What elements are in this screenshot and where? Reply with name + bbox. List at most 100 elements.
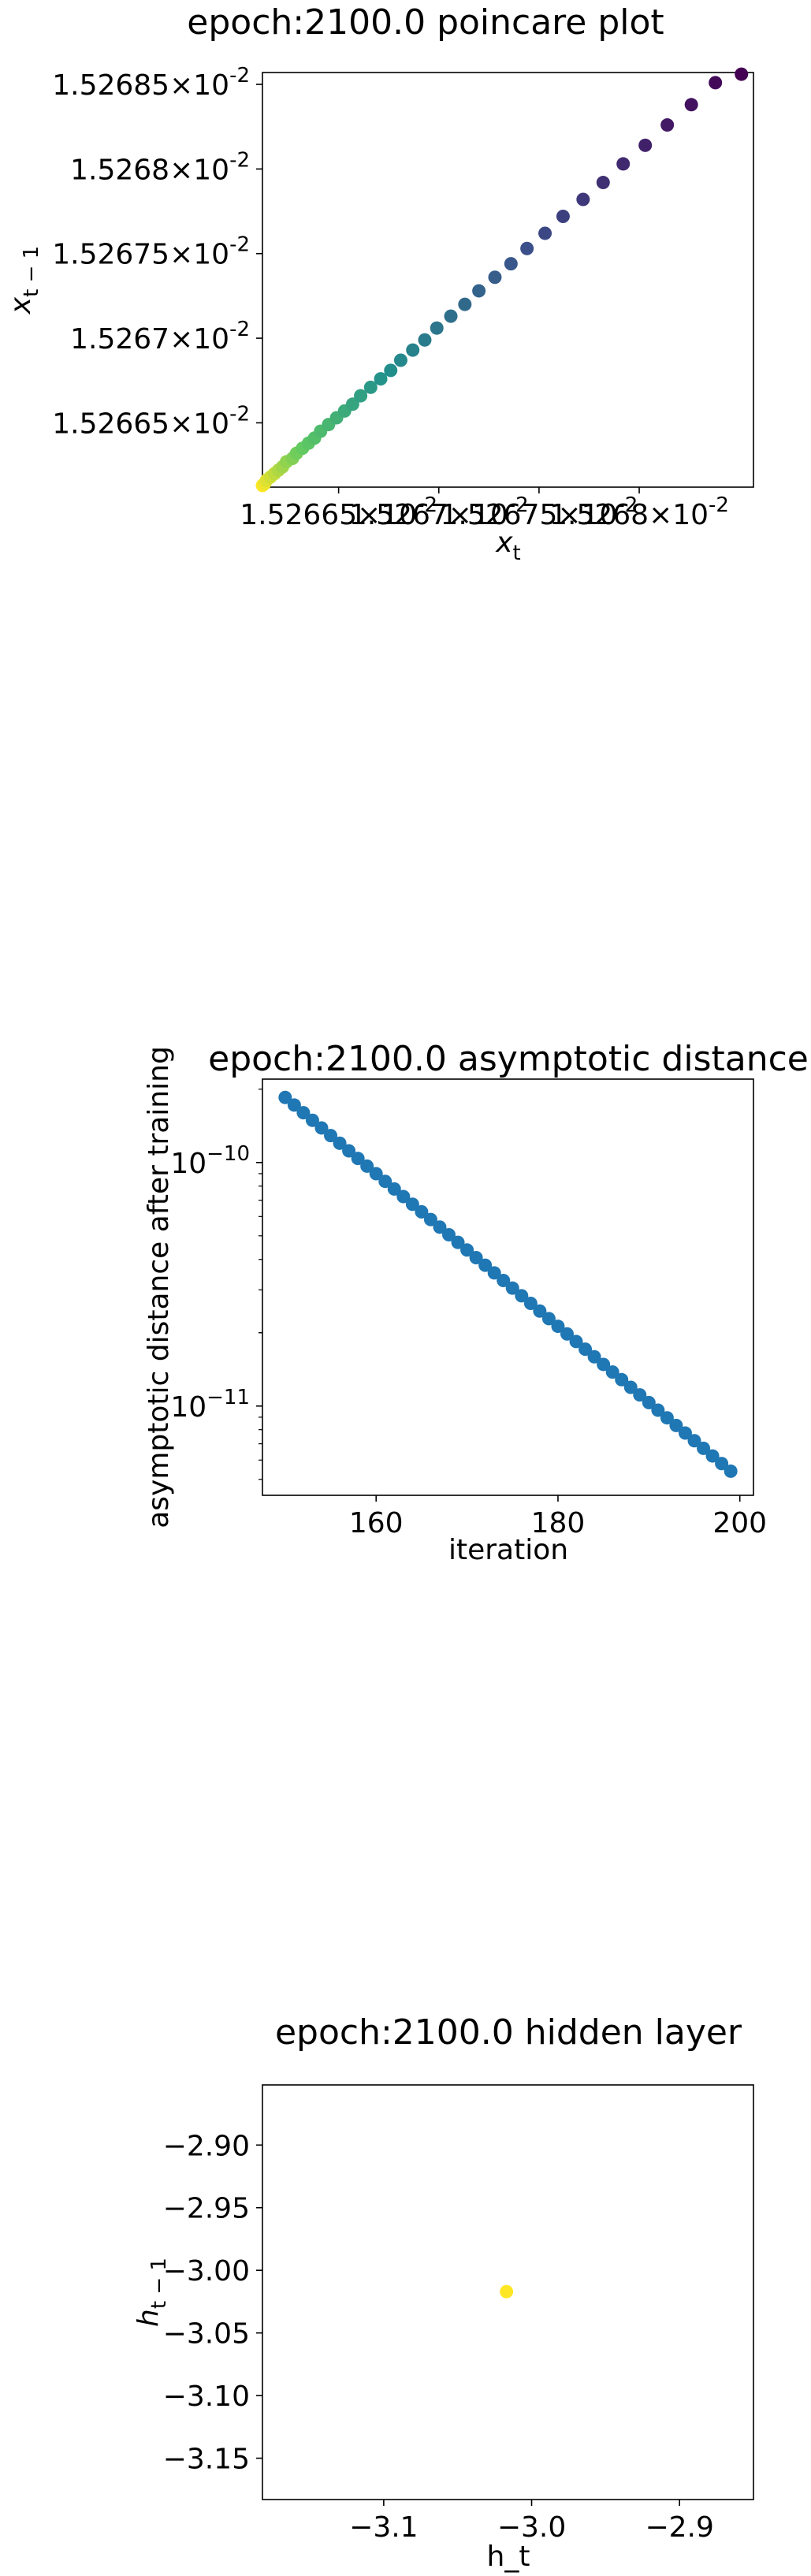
poincare-point bbox=[684, 98, 698, 112]
asymptotic-y-label: asymptotic distance after training bbox=[143, 1046, 175, 1528]
asymptotic-point bbox=[669, 1418, 683, 1432]
asymptotic-title: epoch:2100.0 asymptotic distance bbox=[208, 1039, 809, 1079]
poincare-x-ticks: 1.52665×10-21.5267×10-21.52675×10-21.526… bbox=[240, 487, 729, 531]
poincare-x-tick-label: 1.5267×10-2 bbox=[349, 493, 529, 531]
asymptotic-point bbox=[651, 1403, 665, 1417]
hidden-y-ticks: −2.90 −2.95 −3.00 −3.05 −3.10 −3.15 bbox=[163, 2130, 262, 2476]
asymptotic-point bbox=[451, 1235, 465, 1249]
poincare-axes-frame bbox=[262, 72, 754, 488]
asymptotic-point bbox=[333, 1136, 347, 1150]
poincare-point bbox=[520, 241, 534, 255]
poincare-point bbox=[458, 297, 472, 311]
poincare-x-tick-label: 1.5268×10-2 bbox=[549, 493, 729, 531]
asymptotic-point bbox=[724, 1464, 738, 1478]
asymptotic-point bbox=[415, 1204, 429, 1219]
poincare-point bbox=[393, 353, 407, 367]
poincare-point bbox=[430, 321, 444, 335]
hidden-y-tick-label: −3.00 bbox=[163, 2255, 250, 2288]
hidden-points bbox=[500, 2284, 514, 2299]
asymptotic-x-label: iteration bbox=[448, 1534, 568, 1566]
hidden-y-tick-label: −2.95 bbox=[163, 2193, 250, 2225]
asymptotic-point bbox=[287, 1098, 301, 1112]
poincare-point bbox=[354, 389, 368, 403]
hidden-x-label: h_t bbox=[487, 2541, 530, 2573]
poincare-point bbox=[418, 333, 432, 347]
asymptotic-point bbox=[687, 1434, 701, 1448]
asymptotic-chart: epoch:2100.0 asymptotic distance 160 180 2… bbox=[143, 1039, 809, 1566]
poincare-chart: epoch:2100.0 poincare plot 1.52665×10-21… bbox=[5, 2, 754, 565]
poincare-x-label: xt bbox=[495, 527, 521, 565]
asymptotic-y-ticks: 10−10 10−11 bbox=[170, 1089, 262, 1480]
asymptotic-point bbox=[551, 1320, 565, 1334]
asymptotic-point bbox=[369, 1167, 383, 1181]
asymptotic-point bbox=[423, 1212, 437, 1227]
poincare-y-ticks: 1.52665×10-2 1.5267×10-2 1.52675×10-2 1.526… bbox=[52, 64, 262, 440]
poincare-x-tick-label: 1.52665×10-2 bbox=[240, 493, 437, 531]
asymptotic-point bbox=[705, 1449, 720, 1463]
poincare-point bbox=[556, 209, 570, 223]
poincare-point bbox=[616, 157, 631, 171]
poincare-point bbox=[638, 138, 653, 152]
poincare-point bbox=[345, 397, 359, 411]
asymptotic-point bbox=[715, 1457, 729, 1471]
asymptotic-point bbox=[697, 1441, 711, 1455]
hidden-y-tick-label: −3.10 bbox=[163, 2381, 250, 2413]
asymptotic-point bbox=[278, 1090, 292, 1104]
asymptotic-point bbox=[342, 1144, 356, 1158]
asymptotic-point bbox=[460, 1243, 474, 1257]
asymptotic-point bbox=[387, 1182, 401, 1196]
poincare-point bbox=[709, 76, 723, 90]
poincare-title: epoch:2100.0 poincare plot bbox=[187, 2, 664, 43]
asymptotic-point bbox=[478, 1258, 493, 1272]
asymptotic-x-tick-label: 200 bbox=[712, 1507, 767, 1539]
poincare-y-tick-label: 1.5268×10-2 bbox=[70, 148, 250, 186]
asymptotic-point bbox=[396, 1189, 411, 1204]
poincare-point bbox=[444, 309, 458, 323]
asymptotic-point bbox=[597, 1357, 611, 1372]
asymptotic-point bbox=[296, 1106, 311, 1120]
hidden-chart: epoch:2100.0 hidden layer −3.1 −3.0 −2.9 −… bbox=[132, 2012, 754, 2573]
asymptotic-x-tick-label: 180 bbox=[531, 1507, 586, 1539]
asymptotic-point bbox=[678, 1426, 692, 1440]
asymptotic-point bbox=[515, 1289, 529, 1303]
poincare-point bbox=[488, 270, 502, 285]
asymptotic-point bbox=[351, 1152, 365, 1166]
poincare-point bbox=[576, 192, 590, 207]
asymptotic-point bbox=[533, 1304, 547, 1318]
hidden-y-tick-label: −3.15 bbox=[163, 2444, 250, 2476]
asymptotic-axes-frame bbox=[262, 1078, 754, 1496]
poincare-point bbox=[406, 343, 420, 357]
poincare-y-tick-label: 1.5267×10-2 bbox=[70, 318, 250, 356]
hidden-x-tick-label: −2.9 bbox=[645, 2511, 713, 2544]
poincare-point bbox=[504, 257, 518, 271]
hidden-title: epoch:2100.0 hidden layer bbox=[275, 2012, 742, 2053]
asymptotic-point bbox=[497, 1274, 511, 1288]
hidden-y-tick-label: −2.90 bbox=[163, 2130, 250, 2162]
asymptotic-point bbox=[605, 1365, 619, 1379]
hidden-x-tick-label: −3.1 bbox=[349, 2511, 418, 2544]
asymptotic-point bbox=[578, 1342, 593, 1357]
hidden-x-tick-label: −3.0 bbox=[497, 2511, 566, 2544]
asymptotic-point bbox=[360, 1159, 374, 1173]
asymptotic-point bbox=[541, 1312, 556, 1326]
asymptotic-point bbox=[560, 1327, 574, 1341]
asymptotic-point bbox=[660, 1411, 674, 1425]
poincare-point bbox=[384, 363, 398, 378]
poincare-y-tick-label: 1.52685×10-2 bbox=[52, 64, 250, 102]
asymptotic-x-tick-label: 160 bbox=[349, 1507, 404, 1539]
hidden-y-tick-label: −3.05 bbox=[163, 2318, 250, 2351]
asymptotic-points bbox=[278, 1090, 738, 1478]
asymptotic-point bbox=[523, 1297, 538, 1311]
poincare-points bbox=[255, 67, 749, 493]
asymptotic-point bbox=[442, 1227, 456, 1241]
asymptotic-point bbox=[623, 1380, 638, 1394]
asymptotic-point bbox=[487, 1266, 501, 1280]
asymptotic-y-tick-label: 10−11 bbox=[170, 1386, 250, 1424]
asymptotic-y-tick-label: 10−10 bbox=[170, 1142, 250, 1180]
hidden-point bbox=[500, 2284, 514, 2299]
asymptotic-point bbox=[314, 1121, 329, 1135]
hidden-y-label: ht − 1 bbox=[132, 2258, 171, 2327]
poincare-point bbox=[472, 284, 486, 298]
asymptotic-point bbox=[642, 1395, 656, 1409]
